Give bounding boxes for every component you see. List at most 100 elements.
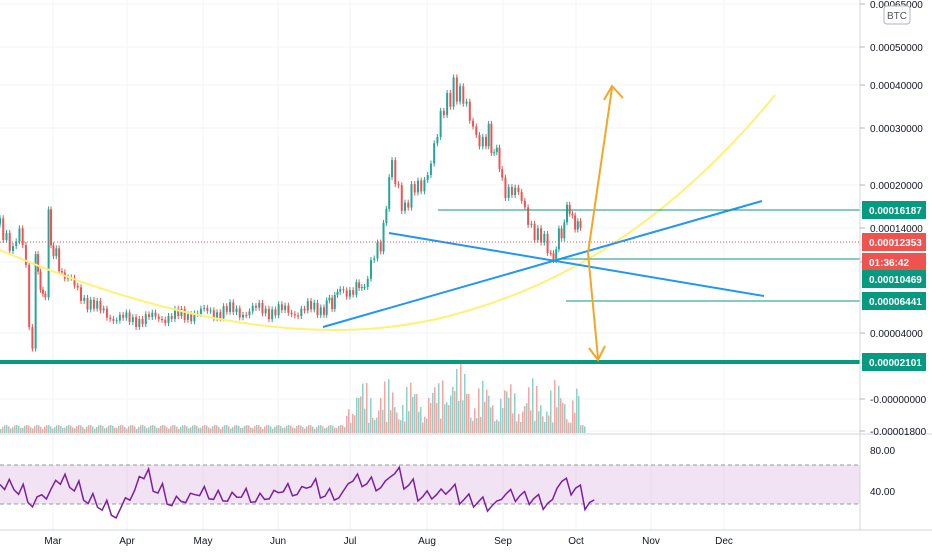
volume-bar xyxy=(290,425,292,433)
price-tick-label: 0.00050000 xyxy=(870,43,923,54)
candle-body xyxy=(80,287,82,301)
volume-bar xyxy=(232,427,234,433)
candle-body xyxy=(102,308,105,311)
arrow-down[interactable] xyxy=(587,252,599,359)
volume-bar xyxy=(134,426,136,433)
candle-body xyxy=(530,223,533,225)
volume-bar xyxy=(60,425,62,433)
price-axis[interactable]: 0.000650000.000500000.000400000.00030000… xyxy=(859,0,927,530)
candle-body xyxy=(423,180,426,192)
volume-bar xyxy=(578,396,580,433)
rsi-tick-label: 40.00 xyxy=(870,487,895,498)
volume-bar xyxy=(544,422,546,433)
price-candles xyxy=(0,74,582,352)
volume-bar xyxy=(568,422,570,433)
volume-bar xyxy=(180,426,182,433)
candle-body xyxy=(161,318,163,320)
volume-bar xyxy=(24,425,26,433)
rsi-pane[interactable] xyxy=(0,433,932,519)
rsi-tick-label: 80.00 xyxy=(870,446,895,457)
volume-bar xyxy=(78,425,80,433)
volume-bar xyxy=(50,426,52,433)
trendline-falling[interactable] xyxy=(388,232,765,297)
volume-bar xyxy=(436,402,438,433)
volume-bar xyxy=(178,428,180,433)
candle-body xyxy=(170,316,173,319)
candle-body xyxy=(576,221,579,230)
volume-bar xyxy=(80,425,82,433)
price-label-text: 0.00012353 xyxy=(869,238,922,249)
candle-body xyxy=(248,311,251,316)
candle-body xyxy=(254,305,257,308)
volume-bar xyxy=(236,425,238,433)
volume-bar xyxy=(18,425,20,433)
volume-bar xyxy=(492,405,494,433)
candle-body xyxy=(495,147,498,153)
volume-bar xyxy=(20,427,22,433)
chart-drawings[interactable] xyxy=(0,84,860,364)
candle-body xyxy=(99,301,102,311)
candle-body xyxy=(369,259,372,279)
volume-bar xyxy=(110,425,112,433)
price-tick-label: 0.00014000 xyxy=(870,224,923,235)
candle-body xyxy=(5,232,8,240)
volume-bar xyxy=(438,383,440,433)
volume-bar xyxy=(420,406,422,433)
volume-bar xyxy=(350,422,352,433)
volume-bar xyxy=(210,428,212,433)
volume-bar xyxy=(248,425,250,433)
price-label-text: 01:36:42 xyxy=(869,258,909,269)
volume-bar xyxy=(208,427,210,433)
arrow-up[interactable] xyxy=(587,87,613,254)
candle-body xyxy=(557,228,560,250)
volume-bar xyxy=(538,411,540,433)
volume-bar xyxy=(202,425,204,433)
candle-body xyxy=(303,308,306,311)
candle-body xyxy=(41,289,44,294)
candle-body xyxy=(177,308,180,317)
volume-bar xyxy=(144,426,146,433)
candle-body xyxy=(336,291,339,295)
volume-bar xyxy=(242,427,244,433)
volume-bar xyxy=(2,426,4,433)
volume-bar xyxy=(274,427,276,433)
volume-bar xyxy=(334,427,336,433)
trendline-rising[interactable] xyxy=(322,200,763,328)
volume-bar xyxy=(186,426,188,433)
candle-body xyxy=(560,228,563,239)
candle-body xyxy=(481,136,484,147)
candle-body xyxy=(472,120,475,127)
time-axis[interactable]: Mar Apr May Jun Jul Aug Sep Oct Nov Dec xyxy=(0,529,932,547)
candle-body xyxy=(498,147,501,170)
volume-bar xyxy=(268,425,270,433)
candle-body xyxy=(533,223,536,240)
volume-bar xyxy=(58,425,60,433)
candle-body xyxy=(76,285,79,288)
price-label-box xyxy=(862,292,926,310)
volume-bar xyxy=(362,383,364,433)
volume-bar xyxy=(270,426,272,433)
candle-body xyxy=(50,209,53,246)
volume-bar xyxy=(570,422,572,433)
price-label-box xyxy=(862,353,926,371)
volume-bar xyxy=(218,426,220,433)
volume-bar xyxy=(370,398,372,433)
volume-bar xyxy=(282,428,284,433)
candle-body xyxy=(439,110,442,137)
volume-bar xyxy=(412,396,414,433)
volume-bar xyxy=(374,420,376,433)
trend-curve[interactable] xyxy=(0,94,776,331)
currency-badge-box[interactable] xyxy=(883,5,911,25)
volume-bar xyxy=(522,411,524,433)
volume-bar xyxy=(128,426,130,433)
volume-bar xyxy=(94,428,96,433)
volume-bar xyxy=(424,416,426,433)
volume-bar xyxy=(376,417,378,433)
volume-bar xyxy=(560,398,562,433)
volume-bar xyxy=(306,426,308,433)
volume-bar xyxy=(312,426,314,433)
volume-bar xyxy=(272,428,274,433)
price-tick-label: -0.00000000 xyxy=(870,395,927,406)
